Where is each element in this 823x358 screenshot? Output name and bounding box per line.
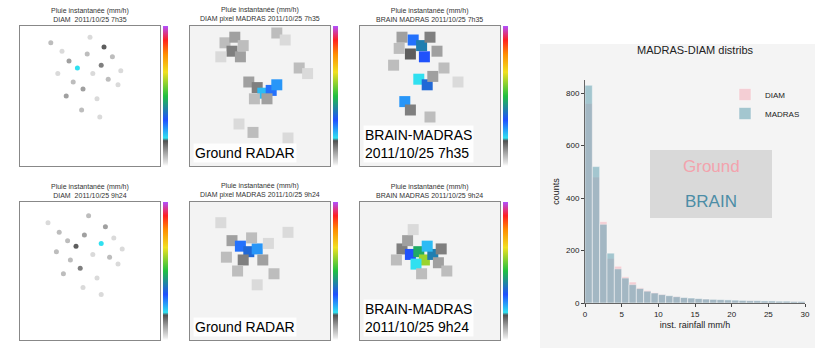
svg-text:Ground: Ground <box>683 157 740 176</box>
svg-text:MADRAS: MADRAS <box>765 110 799 119</box>
svg-text:BRAIN-MADRAS2011/10/25 7h35: BRAIN-MADRAS2011/10/25 7h35 <box>365 127 472 161</box>
svg-text:20: 20 <box>727 310 736 319</box>
svg-text:Pluie instantanée (mm/h)DIAM: Pluie instantanée (mm/h)DIAM 2011/10/25 … <box>51 7 129 23</box>
svg-text:counts: counts <box>551 178 561 205</box>
svg-text:BRAIN: BRAIN <box>685 192 737 211</box>
svg-text:inst. rainfall mm/h: inst. rainfall mm/h <box>660 320 731 330</box>
svg-text:0: 0 <box>575 299 580 308</box>
svg-text:800: 800 <box>566 89 580 98</box>
svg-text:Ground RADAR: Ground RADAR <box>195 319 295 335</box>
svg-text:Ground RADAR: Ground RADAR <box>195 145 295 161</box>
svg-text:Pluie instantanée (mm/h)BRAIN: Pluie instantanée (mm/h)BRAIN MADRAS 201… <box>376 183 483 199</box>
svg-text:Pluie instantanée (mm/h)DIAM p: Pluie instantanée (mm/h)DIAM pixel MADRA… <box>200 6 320 23</box>
svg-text:Pluie instantanée (mm/h)BRAIN: Pluie instantanée (mm/h)BRAIN MADRAS 201… <box>376 7 483 23</box>
svg-text:5: 5 <box>619 310 624 319</box>
svg-text:Pluie instantanée (mm/h)DIAM: Pluie instantanée (mm/h)DIAM 2011/10/25 … <box>51 183 129 199</box>
svg-text:600: 600 <box>566 141 580 150</box>
svg-text:200: 200 <box>566 246 580 255</box>
svg-text:400: 400 <box>566 194 580 203</box>
svg-text:BRAIN-MADRAS2011/10/25 9h24: BRAIN-MADRAS2011/10/25 9h24 <box>365 301 472 335</box>
svg-text:0: 0 <box>583 310 588 319</box>
svg-text:15: 15 <box>691 310 700 319</box>
svg-text:MADRAS-DIAM distribs: MADRAS-DIAM distribs <box>637 44 754 56</box>
svg-text:DIAM: DIAM <box>765 91 785 100</box>
svg-text:25: 25 <box>764 310 773 319</box>
svg-text:Pluie instantanée (mm/h)DIAM p: Pluie instantanée (mm/h)DIAM pixel MADRA… <box>200 182 320 199</box>
svg-text:30: 30 <box>801 310 810 319</box>
svg-text:10: 10 <box>654 310 663 319</box>
